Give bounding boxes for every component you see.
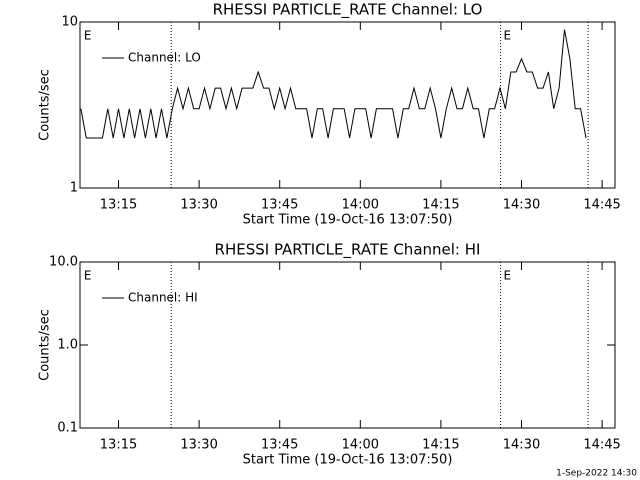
chart-title: RHESSI PARTICLE_RATE Channel: LO xyxy=(213,1,483,20)
chart-title: RHESSI PARTICLE_RATE Channel: HI xyxy=(215,241,481,260)
y-tick-label: 1 xyxy=(70,181,78,196)
y-tick-label: 0.1 xyxy=(57,421,78,436)
x-tick-label: 13:15 xyxy=(100,198,137,213)
y-axis-label: Counts/sec xyxy=(38,309,53,381)
y-tick-label: 10.0 xyxy=(49,255,78,270)
event-label: E xyxy=(504,29,512,43)
x-tick-label: 13:30 xyxy=(180,198,217,213)
x-tick-label: 14:30 xyxy=(503,198,540,213)
x-tick-label: 14:15 xyxy=(422,438,459,453)
data-line xyxy=(80,29,587,139)
x-tick-label: 14:45 xyxy=(583,438,620,453)
x-tick-label: 14:00 xyxy=(342,198,379,213)
x-tick-label: 13:45 xyxy=(261,198,298,213)
legend-label: Channel: HI xyxy=(128,291,198,305)
x-tick-label: 14:30 xyxy=(503,438,540,453)
event-label: E xyxy=(84,269,92,283)
x-tick-label: 14:45 xyxy=(583,198,620,213)
x-tick-label: 13:15 xyxy=(100,438,137,453)
event-label: E xyxy=(504,269,512,283)
x-axis-label: Start Time (19-Oct-16 13:07:50) xyxy=(243,213,453,228)
x-tick-label: 13:45 xyxy=(261,438,298,453)
y-axis-label: Counts/sec xyxy=(38,69,53,141)
footer: 1-Sep-2022 14:30 xyxy=(556,469,637,479)
event-label: E xyxy=(84,29,92,43)
legend-label: Channel: LO xyxy=(128,51,201,65)
plot-frame xyxy=(79,21,616,189)
x-tick-label: 14:15 xyxy=(422,198,459,213)
x-tick-label: 14:00 xyxy=(342,438,379,453)
y-tick-label: 10 xyxy=(61,15,78,30)
x-tick-label: 13:30 xyxy=(180,438,217,453)
x-axis-label: Start Time (19-Oct-16 13:07:50) xyxy=(243,453,453,468)
y-tick-label: 1.0 xyxy=(57,338,78,353)
